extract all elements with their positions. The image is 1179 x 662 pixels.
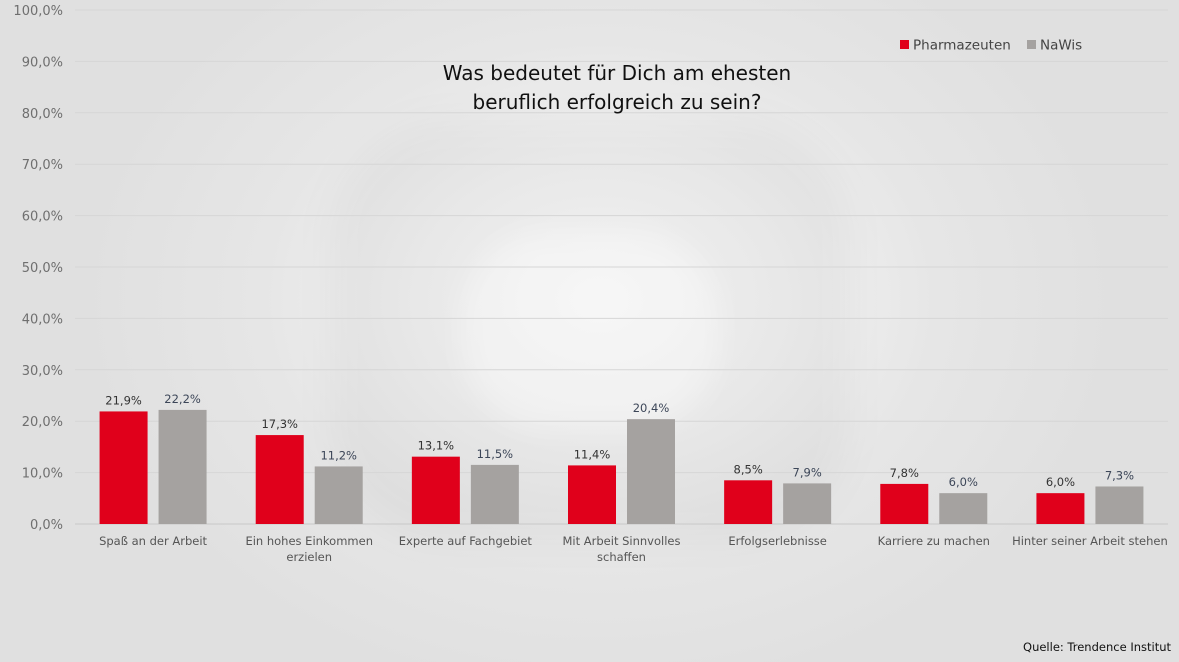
y-axis: 0,0% 10,0% 20,0% 30,0% 40,0% 50,0% 60,0% 70,0% 8…	[13, 4, 63, 533]
bar-nawis	[627, 419, 675, 524]
data-label: 21,9%	[105, 393, 142, 407]
chart-title: Was bedeutet für Dich am ehesten beruflic…	[443, 61, 791, 114]
legend-label-nawis: NaWis	[1040, 38, 1082, 54]
y-tick-label: 50,0%	[22, 261, 63, 276]
data-label: 22,2%	[164, 392, 201, 406]
bar-nawis	[939, 493, 988, 524]
y-tick-label: 60,0%	[22, 210, 63, 225]
source-note: Quelle: Trendence Institut	[1023, 640, 1171, 654]
bar-pharmazeuten	[1036, 493, 1085, 524]
x-tick-label: Spaß an der Arbeit	[99, 534, 207, 548]
legend-label-pharmazeuten: Pharmazeuten	[913, 38, 1011, 54]
bar-nawis	[314, 466, 363, 524]
x-tick-label: Karriere zu machen	[878, 534, 990, 548]
legend-swatch-nawis	[1027, 40, 1036, 49]
bar-pharmazeuten	[99, 411, 148, 524]
bars	[99, 409, 1144, 524]
x-axis: Spaß an der Arbeit Ein hohes Einkommen erz…	[99, 534, 1168, 564]
data-label: 8,5%	[734, 462, 763, 476]
background-logo-watermark-inner	[460, 230, 720, 430]
data-label: 13,1%	[418, 439, 455, 453]
data-label: 6,0%	[1046, 475, 1075, 489]
x-tick-label: Ein hohes Einkommen erzielen	[245, 534, 373, 564]
y-tick-label: 40,0%	[22, 312, 63, 327]
y-tick-label: 30,0%	[22, 364, 63, 379]
data-label: 7,9%	[793, 465, 822, 479]
data-label: 20,4%	[633, 401, 670, 415]
y-tick-label: 90,0%	[22, 55, 63, 70]
x-tick-label: Experte auf Fachgebiet	[399, 534, 533, 548]
data-labels: 21,9% 22,2% 17,3% 11,2% 13,1% 11,5% 11,4% 20,4%…	[105, 392, 1134, 489]
data-label: 6,0%	[949, 475, 978, 489]
y-tick-label: 100,0%	[13, 4, 63, 19]
bar-pharmazeuten	[880, 483, 929, 524]
bar-nawis	[783, 483, 832, 524]
bar-pharmazeuten	[568, 465, 616, 524]
bar-pharmazeuten	[411, 456, 460, 524]
data-label: 11,2%	[320, 448, 357, 462]
y-tick-label: 20,0%	[22, 415, 63, 430]
legend-swatch-pharmazeuten	[900, 40, 909, 49]
y-tick-label: 70,0%	[22, 158, 63, 173]
bar-nawis	[1095, 486, 1144, 524]
bar-pharmazeuten	[255, 435, 304, 524]
x-tick-label: Mit Arbeit Sinnvolles schaffen	[563, 534, 681, 564]
data-label: 11,5%	[477, 447, 514, 461]
legend: Pharmazeuten NaWis	[900, 38, 1082, 54]
x-tick-label: Erfolgserlebnisse	[728, 534, 826, 548]
bar-nawis	[470, 464, 519, 524]
y-tick-label: 0,0%	[30, 518, 63, 533]
bar-pharmazeuten	[724, 480, 773, 524]
y-tick-label: 10,0%	[22, 467, 63, 482]
data-label: 11,4%	[574, 447, 611, 461]
chart-title-text: Was bedeutet für Dich am ehesten beruflic…	[443, 61, 791, 114]
data-label: 7,3%	[1105, 468, 1134, 482]
x-tick-label: Hinter seiner Arbeit stehen	[1012, 534, 1168, 548]
gridlines	[75, 9, 1168, 525]
bar-nawis	[158, 409, 207, 524]
data-label: 17,3%	[261, 417, 298, 431]
y-tick-label: 80,0%	[22, 107, 63, 122]
data-label: 7,8%	[890, 466, 919, 480]
